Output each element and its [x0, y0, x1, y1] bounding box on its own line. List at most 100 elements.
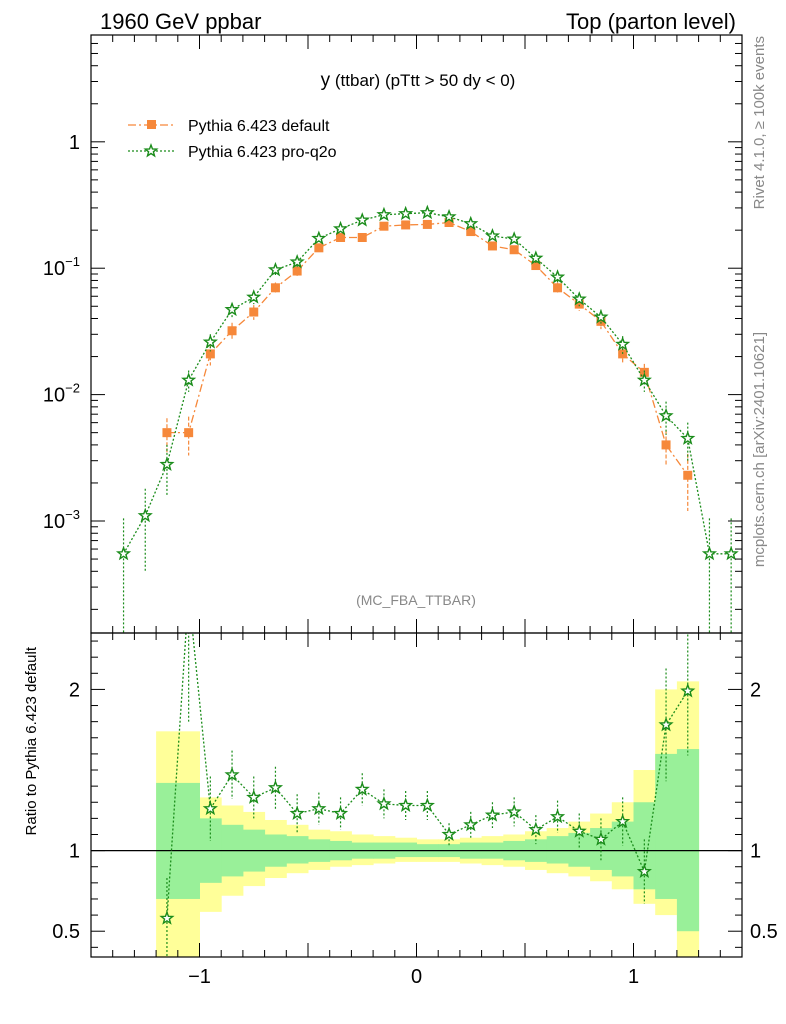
ratio-y-tick-label-left: 0.5 — [52, 921, 80, 943]
legend-entry-pro-q2o: Pythia 6.423 pro-q2o — [128, 143, 337, 161]
data-point-pro-q2o — [463, 215, 479, 231]
ratio-plot-area — [159, 587, 696, 957]
ratio-data-point — [441, 826, 457, 841]
header-right: Top (parton level) — [566, 9, 736, 34]
ratio-data-point — [289, 805, 305, 821]
data-point-pro-q2o — [289, 253, 305, 269]
data-point-default — [444, 217, 454, 227]
x-tick-label: 1 — [628, 966, 639, 988]
ratio-data-point — [398, 797, 414, 812]
ratio-y-tick-label-left: 2 — [69, 679, 80, 701]
data-point-pro-q2o — [398, 205, 414, 221]
legend: Pythia 6.423 default Pythia 6.423 pro-q2… — [128, 118, 337, 161]
data-point-default — [466, 227, 476, 237]
ratio-y-tick-label-right: 0.5 — [750, 921, 778, 943]
ratio-y-tick-label-left: 1 — [69, 841, 80, 863]
ratio-data-point — [658, 716, 674, 732]
data-point-pro-q2o — [441, 208, 457, 224]
data-point-default — [553, 283, 563, 293]
data-point-default — [683, 470, 693, 480]
data-point-default — [205, 349, 215, 359]
ratio-data-point — [224, 766, 240, 782]
data-point-default — [401, 220, 411, 230]
analysis-watermark: (MC_FBA_TTBAR) — [356, 592, 476, 608]
green-band — [633, 802, 656, 890]
data-point-pro-q2o — [549, 269, 566, 284]
legend-square-marker — [147, 120, 156, 129]
ratio-data-point — [311, 800, 327, 816]
series-line-pro-q2o — [122, 212, 732, 555]
ratio-data-point — [636, 863, 652, 879]
y-tick-label: 10−2 — [43, 381, 80, 407]
data-point-pro-q2o — [246, 289, 262, 304]
ratio-data-point — [183, 587, 194, 598]
ratio-data-point — [615, 813, 631, 829]
green-band — [546, 836, 569, 864]
data-point-pro-q2o — [224, 301, 240, 317]
data-point-default — [314, 243, 324, 253]
data-point-pro-q2o — [137, 507, 153, 523]
y-tick-base: 10 — [43, 385, 65, 407]
data-point-default — [379, 221, 389, 231]
data-point-pro-q2o — [376, 206, 392, 222]
ratio-data-point — [571, 823, 587, 838]
data-point-pro-q2o — [723, 545, 739, 561]
y-tick-label: 10−3 — [43, 507, 80, 533]
data-point-default — [596, 316, 606, 326]
ratio-data-point — [528, 821, 544, 837]
ratio-data-point — [484, 807, 501, 822]
data-point-pro-q2o — [528, 250, 544, 265]
ratio-data-point — [549, 808, 566, 824]
header-left: 1960 GeV ppbar — [100, 9, 261, 34]
y-tick-base: 10 — [43, 258, 65, 280]
ratio-data-point — [680, 683, 696, 698]
data-point-pro-q2o — [571, 291, 587, 306]
data-point-pro-q2o — [115, 545, 132, 561]
ratio-data-point — [332, 805, 349, 821]
data-point-pro-q2o — [615, 336, 631, 351]
y-tick-label: 10−1 — [43, 254, 80, 280]
data-point-default — [661, 440, 671, 450]
ratio-data-point — [593, 831, 609, 846]
data-point-default — [422, 219, 432, 229]
data-point-default — [531, 261, 541, 271]
ratio-data-point — [202, 800, 218, 816]
data-point-default — [227, 326, 237, 336]
ratio-data-point — [506, 803, 522, 819]
data-point-pro-q2o — [202, 334, 218, 349]
data-point-pro-q2o — [680, 430, 696, 445]
data-point-default — [487, 241, 497, 251]
ratio-data-point — [376, 795, 392, 811]
ratio-data-point — [354, 781, 370, 796]
ratio-y-tick-label-right: 2 — [750, 679, 761, 701]
data-point-pro-q2o — [419, 204, 435, 220]
green-band — [394, 842, 417, 858]
ratio-data-point — [159, 910, 175, 925]
data-point-default — [270, 283, 280, 293]
data-point-pro-q2o — [658, 407, 674, 423]
data-point-default — [292, 266, 302, 276]
data-point-pro-q2o — [181, 372, 197, 387]
plot-title: y (ttbar) (pTtt > 50 dy < 0) — [321, 70, 516, 91]
y-tick-exponent: −1 — [65, 254, 80, 269]
data-point-default — [249, 307, 259, 317]
rivet-version-label: Rivet 4.1.0, ≥ 100k events — [751, 36, 768, 209]
data-point-pro-q2o — [311, 230, 327, 245]
data-point-pro-q2o — [701, 545, 718, 561]
green-band — [177, 782, 200, 899]
data-point-default — [184, 428, 194, 438]
green-band — [676, 749, 700, 932]
green-band — [655, 753, 678, 899]
legend-entry-default: Pythia 6.423 default — [128, 118, 330, 135]
data-point-default — [357, 232, 367, 242]
data-point-default — [509, 245, 519, 255]
data-point-pro-q2o — [332, 220, 349, 236]
y-tick-exponent: −2 — [65, 381, 80, 396]
ratio-data-point — [419, 797, 435, 812]
data-point-pro-q2o — [506, 231, 522, 246]
green-band — [568, 832, 591, 867]
green-band — [611, 821, 634, 877]
data-point-default — [574, 299, 584, 309]
green-band — [156, 782, 179, 899]
